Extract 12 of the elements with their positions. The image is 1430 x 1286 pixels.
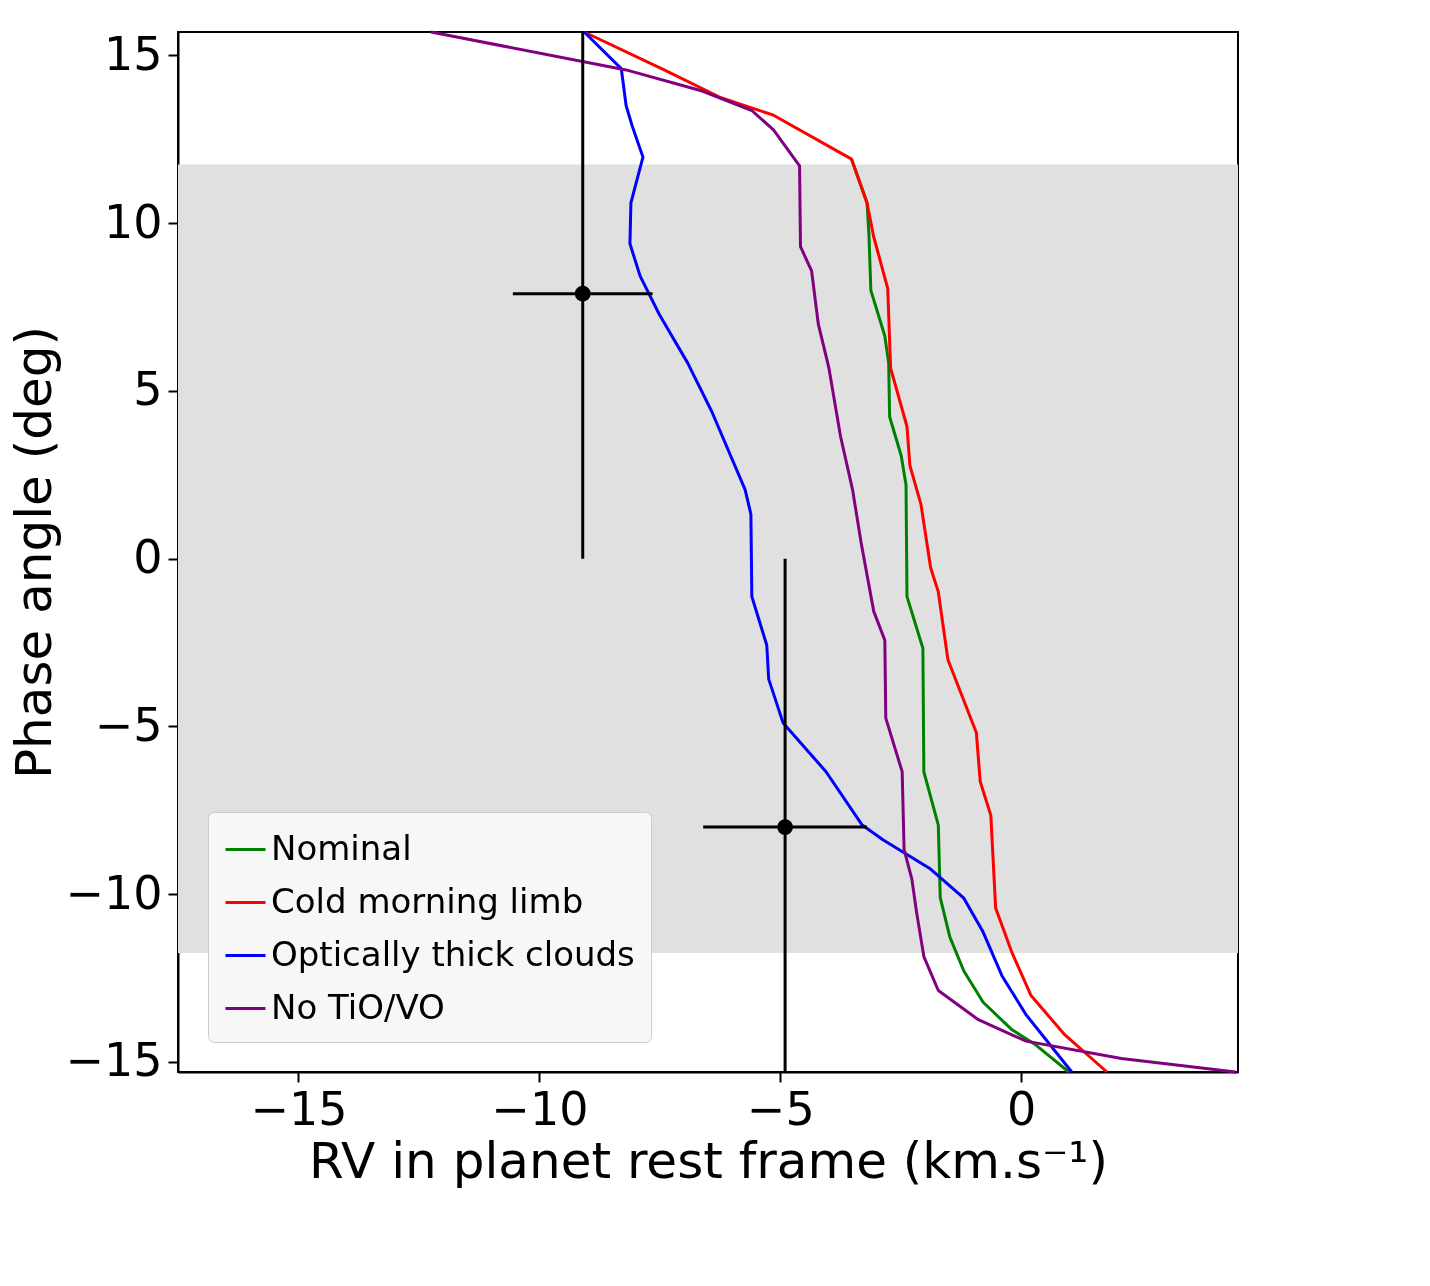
legend-label: Nominal [271,827,412,868]
y-tick-label: 5 [133,362,163,417]
legend-label: Optically thick clouds [271,933,635,974]
y-tick-label: 0 [133,530,163,585]
legend-label: Cold morning limb [271,880,584,921]
y-tick-label: −10 [65,865,163,920]
y-tick-label: 15 [103,26,163,81]
y-tick-label: −15 [65,1033,163,1088]
y-tick-label: −5 [94,697,163,752]
y-tick-label: 10 [103,194,163,249]
y-axis-title: Phase angle (deg) [5,325,64,780]
legend-label: No TiO/VO [271,986,445,1027]
